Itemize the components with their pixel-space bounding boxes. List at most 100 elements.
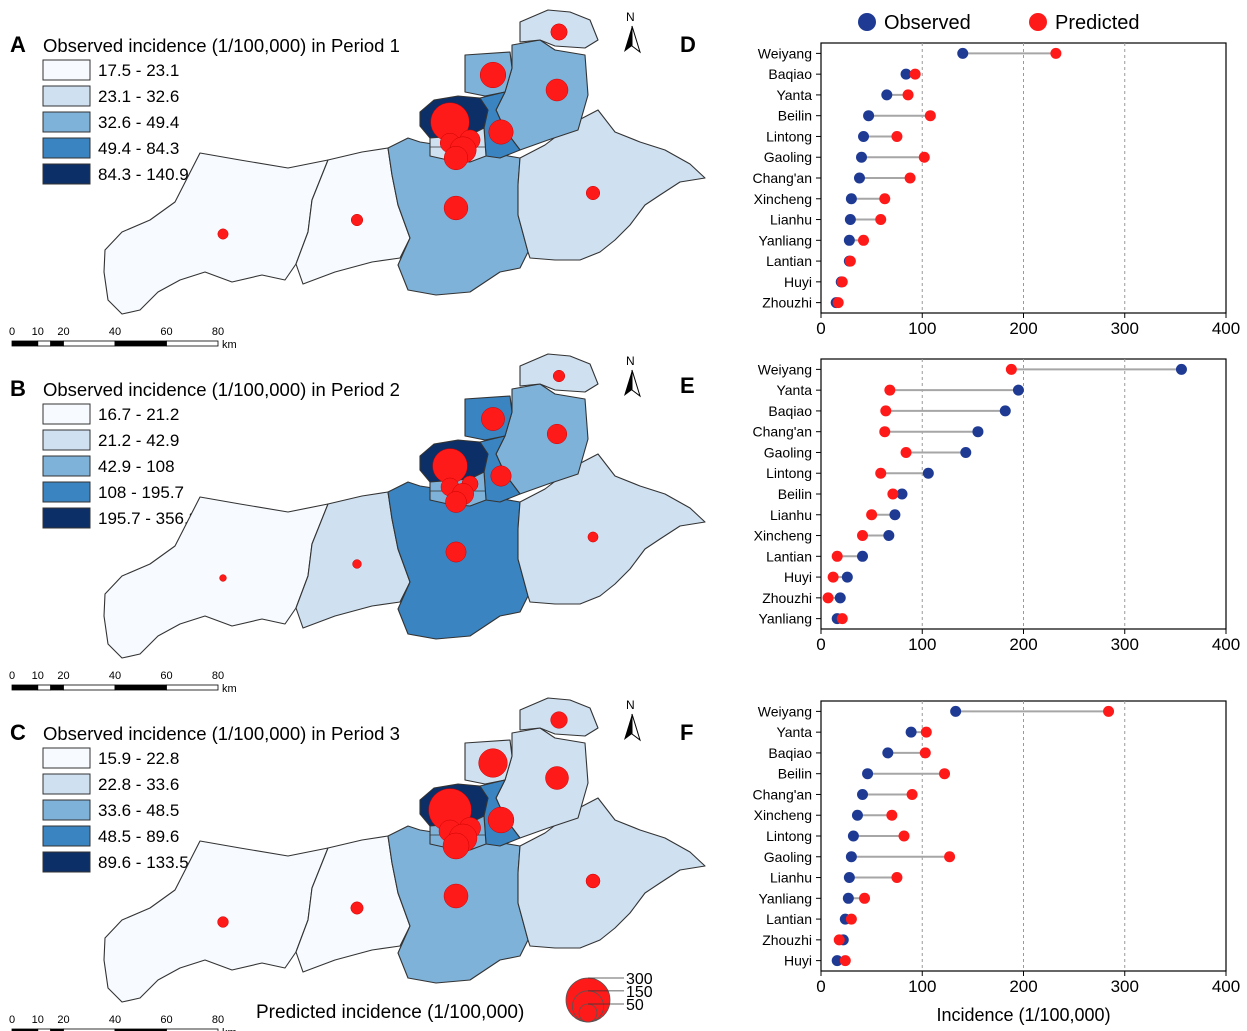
legend-swatch <box>42 403 91 425</box>
observed-point <box>841 571 853 583</box>
bubble-zhouzhi <box>219 574 227 582</box>
predicted-point <box>1103 705 1115 717</box>
legend-class-label: 23.1 - 32.6 <box>98 87 179 106</box>
x-tick-label: 300 <box>1111 977 1139 996</box>
y-tick-label: Lintong <box>766 128 812 144</box>
predicted-point <box>920 726 932 738</box>
bubble-lintong <box>545 766 569 790</box>
scale-bar-segment <box>11 684 39 691</box>
size-legend-label: 150 <box>626 984 653 1001</box>
panel-letter: C <box>10 720 26 745</box>
y-tick-label: Lianhu <box>770 212 812 228</box>
predicted-point <box>836 613 848 625</box>
y-tick-label: Zhouzhi <box>762 295 812 311</box>
observed-point <box>922 467 934 479</box>
observed-point <box>972 426 984 438</box>
x-tick-label: 100 <box>908 635 936 654</box>
map-panel-c: C Observed incidence (1/100,000) in Peri… <box>9 697 706 1031</box>
legend-class-label: 42.9 - 108 <box>98 457 175 476</box>
region-lantian <box>517 109 706 261</box>
observed-point <box>834 592 846 604</box>
legend-swatch <box>42 137 91 159</box>
y-tick-label: Weiyang <box>758 45 812 61</box>
bubble-lintong <box>546 423 568 445</box>
observed-point <box>1012 384 1024 396</box>
north-label: N <box>626 698 635 712</box>
y-tick-label: Lianhu <box>770 507 812 523</box>
predicted-point <box>909 68 921 80</box>
scale-bar-segment <box>37 1028 52 1031</box>
predicted-point <box>827 571 839 583</box>
scale-bar-segment <box>166 684 219 691</box>
scale-bar-tick: 10 <box>32 1014 44 1026</box>
region-lantian <box>517 797 706 949</box>
scale-bar-segment <box>114 684 167 691</box>
observed-point <box>881 89 893 101</box>
bubble-baqiao <box>487 806 515 834</box>
x-tick-label: 200 <box>1009 977 1037 996</box>
maps-column: A Observed incidence (1/100,000) in Peri… <box>9 9 706 1031</box>
scale-bar-tick: 10 <box>32 326 44 338</box>
scale-bar-tick: 60 <box>160 1014 172 1026</box>
bubble-yanliang <box>552 369 566 383</box>
legend-swatch <box>42 85 91 107</box>
observed-legend-marker <box>858 13 876 31</box>
predicted-point <box>836 276 848 288</box>
panel-letter: B <box>10 376 26 401</box>
y-tick-label: Beilin <box>778 108 812 124</box>
legend-class-label: 33.6 - 48.5 <box>98 801 179 820</box>
size-legend-label: 300 <box>626 971 653 988</box>
observed-point <box>883 530 895 542</box>
y-tick-label: Chang'an <box>753 424 813 440</box>
map-panel-b: B Observed incidence (1/100,000) in Peri… <box>9 353 706 695</box>
y-tick-label: Huyi <box>784 274 812 290</box>
legend-swatch <box>42 455 91 477</box>
scale-bar-unit: km <box>222 683 237 695</box>
y-tick-label: Lantian <box>766 253 812 269</box>
predicted-point <box>884 384 896 396</box>
bubble-gaoling <box>478 748 508 778</box>
predicted-point <box>1050 47 1062 59</box>
scale-bar-tick: 60 <box>160 670 172 682</box>
bubble-changan <box>445 541 467 563</box>
predicted-point <box>845 913 857 925</box>
bubble-baqiao <box>490 465 512 487</box>
observed-point <box>905 726 917 738</box>
predicted-point <box>891 872 903 884</box>
observed-point <box>889 509 901 521</box>
x-tick-label: 0 <box>816 977 825 996</box>
scale-bar-tick: 80 <box>212 326 224 338</box>
predicted-legend-label: Predicted <box>1055 12 1140 34</box>
y-tick-label: Baqiao <box>768 66 812 82</box>
x-tick-label: 300 <box>1111 319 1139 338</box>
region-lantian <box>517 453 706 605</box>
predicted-point <box>831 550 843 562</box>
observed-point <box>857 788 869 800</box>
panel-letter: A <box>10 32 26 57</box>
y-tick-label: Gaoling <box>764 444 812 460</box>
predicted-point <box>902 89 914 101</box>
bubble-huyi <box>350 213 364 227</box>
x-axis-label: Incidence (1/100,000) <box>936 1005 1110 1025</box>
legend-class-label: 108 - 195.7 <box>98 483 184 502</box>
scale-bar-tick: 0 <box>9 326 15 338</box>
x-tick-label: 200 <box>1009 635 1037 654</box>
predicted-point <box>919 747 931 759</box>
scale-bar-tick: 80 <box>212 1014 224 1026</box>
y-tick-label: Zhouzhi <box>762 590 812 606</box>
bubble-gaoling <box>479 61 507 89</box>
north-label: N <box>626 354 635 368</box>
series-legend: Observed Predicted <box>858 12 1140 34</box>
y-tick-label: Beilin <box>778 766 812 782</box>
north-arrow: N <box>624 698 641 742</box>
legend-swatch <box>42 59 91 81</box>
map-legend-title: Observed incidence (1/100,000) in Period… <box>43 379 400 400</box>
legend-class-label: 89.6 - 133.5 <box>98 853 189 872</box>
bubble-zhouzhi <box>217 228 229 240</box>
predicted-point <box>891 130 903 142</box>
bubble-changan <box>443 883 469 909</box>
legend-class-label: 16.7 - 21.2 <box>98 405 179 424</box>
map-legend: 16.7 - 21.2 21.2 - 42.9 42.9 - 108 108 - 19… <box>42 403 198 529</box>
predicted-point <box>939 768 951 780</box>
